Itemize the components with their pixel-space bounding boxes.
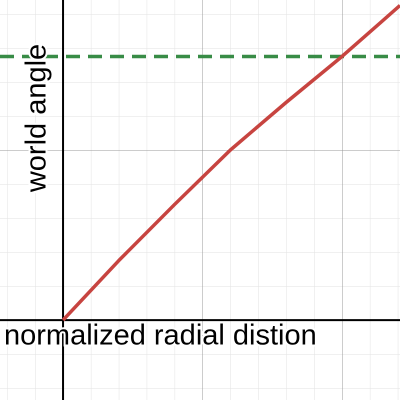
curve: [61, 4, 400, 322]
x-axis-label: normalized radial distion: [4, 320, 317, 352]
y-axis-label: world angle: [21, 44, 53, 193]
